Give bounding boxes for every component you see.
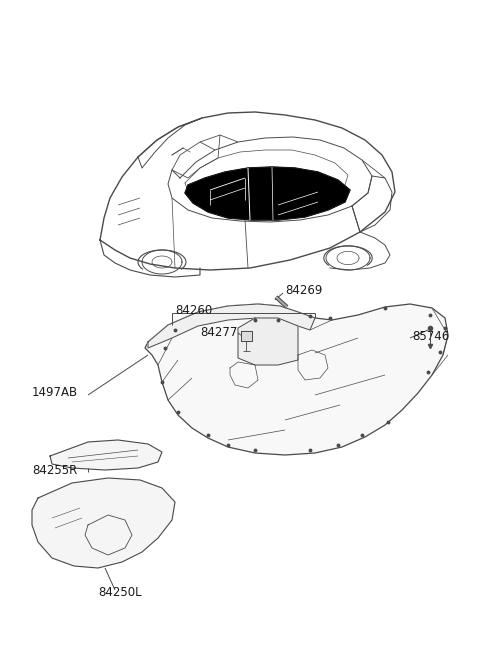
Polygon shape <box>185 167 350 220</box>
Text: 1497AB: 1497AB <box>32 386 78 400</box>
Text: 84277: 84277 <box>200 326 238 339</box>
Polygon shape <box>241 331 252 341</box>
Polygon shape <box>238 318 298 365</box>
Polygon shape <box>145 304 448 455</box>
Text: 84260: 84260 <box>175 303 212 316</box>
Polygon shape <box>32 478 175 568</box>
Text: 84250L: 84250L <box>98 586 142 599</box>
Polygon shape <box>50 440 162 470</box>
Text: 84269: 84269 <box>285 284 323 297</box>
Text: 85746: 85746 <box>412 329 449 343</box>
Text: 84255R: 84255R <box>32 464 77 476</box>
Polygon shape <box>148 304 315 348</box>
